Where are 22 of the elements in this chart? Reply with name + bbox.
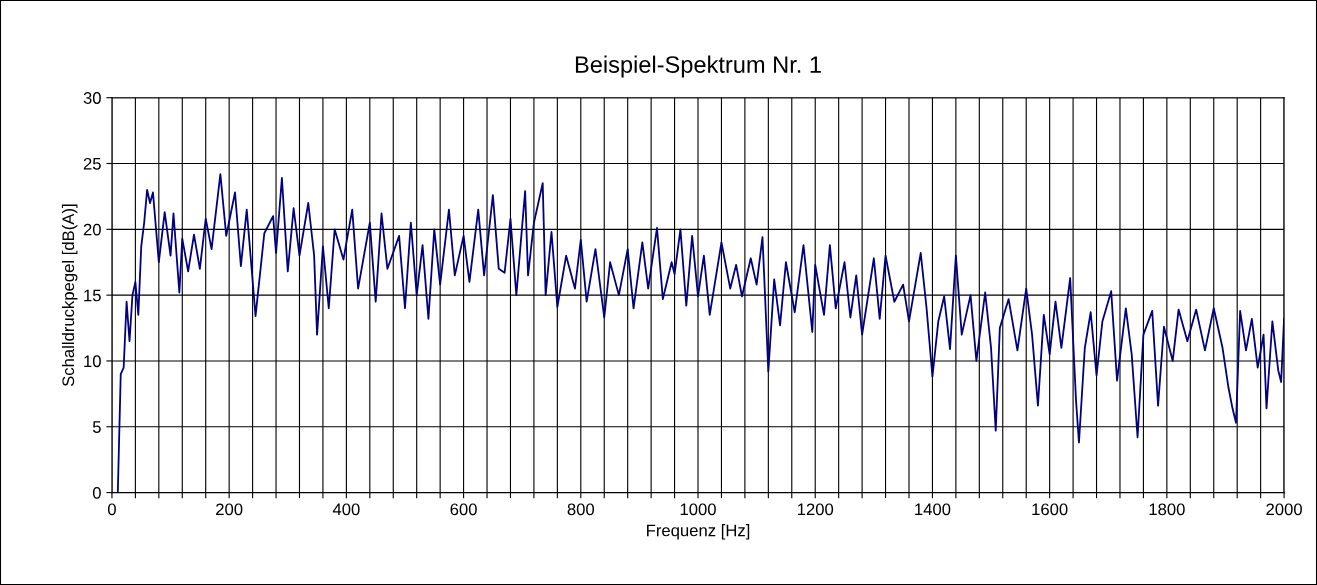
x-tick-label: 600 xyxy=(450,503,477,516)
x-tick-label: 1800 xyxy=(1149,503,1185,516)
x-axis-title: Frequenz [Hz] xyxy=(647,524,750,540)
y-axis-title: Schalldruckpegel [dB(A)] xyxy=(61,204,78,387)
line-series xyxy=(116,173,1285,493)
x-tick-label: 1600 xyxy=(1032,503,1068,516)
y-tick-label: 20 xyxy=(83,223,101,236)
x-tick-label: 1000 xyxy=(680,503,716,516)
y-tick-label: 30 xyxy=(83,92,101,104)
y-tick-label: 15 xyxy=(84,289,101,302)
y-tick-label: 5 xyxy=(92,421,101,433)
chart-title: Beispiel-Spektrum Nr. 1 xyxy=(575,55,821,78)
x-tick-label: 2000 xyxy=(1266,503,1302,516)
x-tick-label: 800 xyxy=(567,503,595,516)
y-tick-label: 0 xyxy=(92,486,101,499)
x-tick-label: 200 xyxy=(216,503,243,516)
x-tick-label: 0 xyxy=(107,503,116,516)
x-tick-label: 400 xyxy=(332,503,360,516)
y-tick-label: 25 xyxy=(83,157,101,170)
x-tick-label: 1200 xyxy=(797,503,834,516)
y-tick-label: 10 xyxy=(84,355,101,368)
x-tick-label: 1400 xyxy=(915,503,951,516)
